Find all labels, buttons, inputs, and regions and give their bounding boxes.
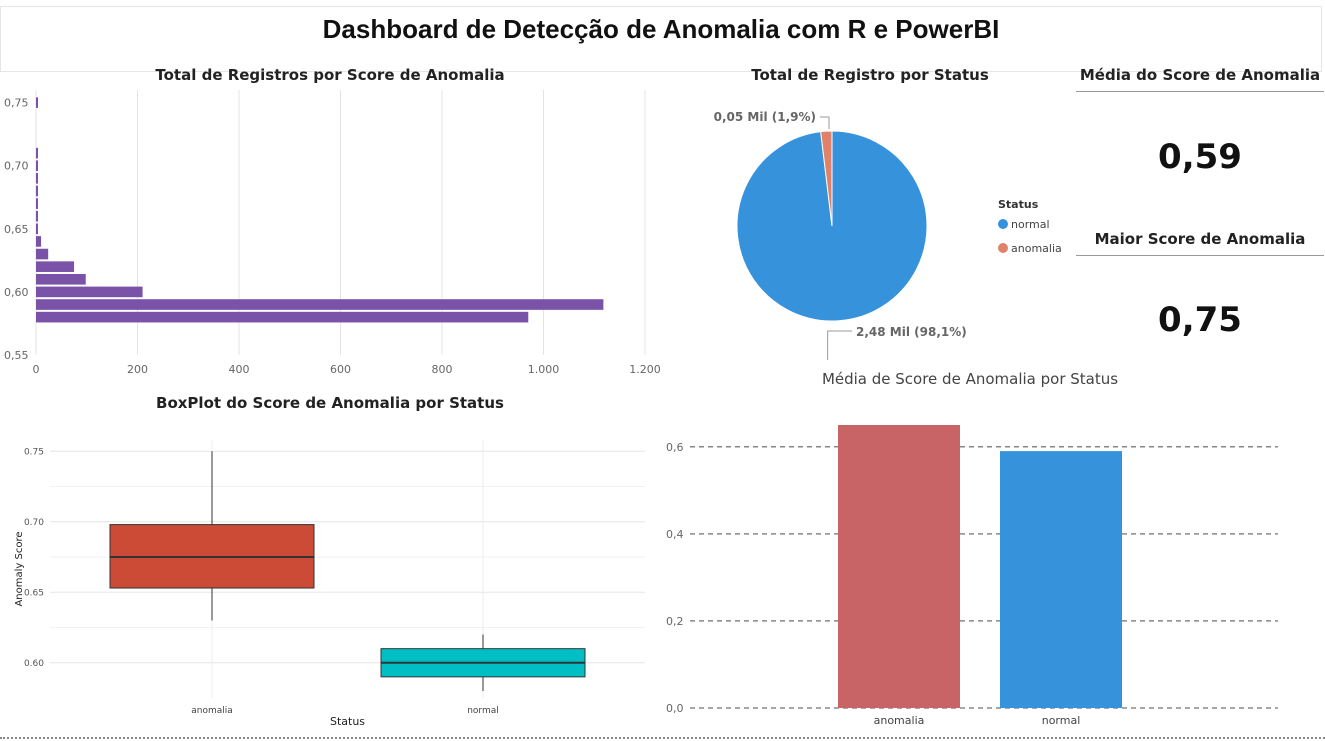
pie-legend-item: anomalia (1011, 242, 1062, 255)
histogram-y-tick: 0,70 (4, 160, 29, 173)
histogram-title: Total de Registros por Score de Anomalia (155, 66, 505, 84)
histogram-bar (36, 173, 38, 184)
histogram-bar (36, 299, 604, 310)
histogram-bar (36, 147, 38, 159)
histogram-x-tick: 800 (432, 363, 453, 376)
histogram-y-tick: 0,55 (4, 349, 29, 362)
avgbar-y-tick: 0,0 (666, 702, 684, 715)
histogram-x-tick: 600 (330, 363, 351, 376)
avgbar-x-tick: normal (1042, 714, 1081, 727)
histogram-x-tick: 0 (33, 363, 40, 376)
avg-score-bar-chart: 0,0 0,2 0,4 0,6 anomalia normal (666, 425, 1278, 727)
kpi-max-value: 0,75 (1158, 300, 1242, 340)
boxplot-y-tick: 0.75 (24, 447, 44, 457)
boxplot-x-label: Status (330, 715, 365, 728)
avgbar-bar-anomalia (838, 425, 960, 708)
pie-chart: 2,48 Mil (98,1%) 0,05 Mil (1,9%) Status nor… (714, 110, 1062, 360)
histogram-y-tick: 0,65 (4, 223, 29, 236)
histogram-bar (36, 97, 38, 108)
histogram-x-tick: 1.200 (629, 363, 661, 376)
histogram-bar (36, 311, 529, 323)
pie-legend-marker (998, 243, 1008, 253)
pie-leader-line (827, 330, 852, 360)
avgbar-y-tick: 0,6 (666, 441, 684, 454)
histogram-bar (36, 198, 38, 209)
dashboard-title-box: Dashboard de Detecção de Anomalia com R … (0, 6, 1322, 72)
histogram-y-tick: 0,60 (4, 286, 29, 299)
histogram-bar (36, 286, 143, 298)
histogram-x-tick: 400 (229, 363, 250, 376)
histogram-x-tick: 200 (127, 363, 148, 376)
avgbar-x-tick: anomalia (874, 714, 925, 727)
histogram-bar (36, 210, 38, 222)
histogram-y-tick: 0,75 (4, 97, 29, 110)
avgbar-bar-normal (1000, 451, 1122, 708)
boxplot-y-tick: 0.70 (24, 518, 44, 528)
boxplot-title: BoxPlot do Score de Anomalia por Status (156, 394, 504, 412)
kpi-avg-label: Média do Score de Anomalia (1079, 66, 1321, 84)
histogram-bar (36, 185, 38, 197)
boxplot-y-label: Anomaly Score (14, 531, 25, 606)
kpi-max-divider (1076, 255, 1324, 256)
boxplot-y-tick: 0.60 (24, 659, 44, 669)
bottom-border (0, 737, 1325, 739)
histogram-bar (36, 160, 38, 172)
boxplot-x-tick: anomalia (191, 706, 233, 716)
pie-title: Total de Registro por Status (751, 66, 989, 84)
pie-legend-marker (998, 219, 1008, 229)
avgbar-title: Média de Score de Anomalia por Status (821, 370, 1119, 388)
pie-slice-anomalia (820, 130, 833, 227)
boxplot-x-tick: normal (467, 706, 499, 716)
histogram-bar (36, 223, 38, 235)
histogram-bar (36, 261, 75, 272)
histogram-x-tick: 1.000 (528, 363, 560, 376)
kpi-avg-divider (1076, 91, 1324, 92)
boxplot-chart: 0.60 0.65 0.70 0.75 anomalia normal Status Anom… (14, 440, 645, 728)
avgbar-y-tick: 0,4 (666, 528, 684, 541)
boxplot-y-tick: 0.65 (24, 588, 44, 598)
histogram-chart: 0 200 400 600 800 1.000 1.200 0,55 0,60 0,65 0,70 0… (4, 90, 661, 376)
histogram-bar (36, 273, 86, 285)
pie-label-normal: 2,48 Mil (98,1%) (856, 325, 967, 339)
pie-legend-title: Status (998, 198, 1039, 211)
pie-leader-line (820, 116, 830, 129)
histogram-bar (36, 236, 42, 247)
pie-legend-item: normal (1011, 218, 1050, 231)
page-title: Dashboard de Detecção de Anomalia com R … (322, 14, 1000, 44)
kpi-avg-value: 0,59 (1158, 137, 1242, 177)
avgbar-y-tick: 0,2 (666, 615, 684, 628)
histogram-bar (36, 248, 49, 260)
pie-label-anomalia: 0,05 Mil (1,9%) (714, 110, 816, 124)
kpi-max-label: Maior Score de Anomalia (1094, 230, 1306, 248)
